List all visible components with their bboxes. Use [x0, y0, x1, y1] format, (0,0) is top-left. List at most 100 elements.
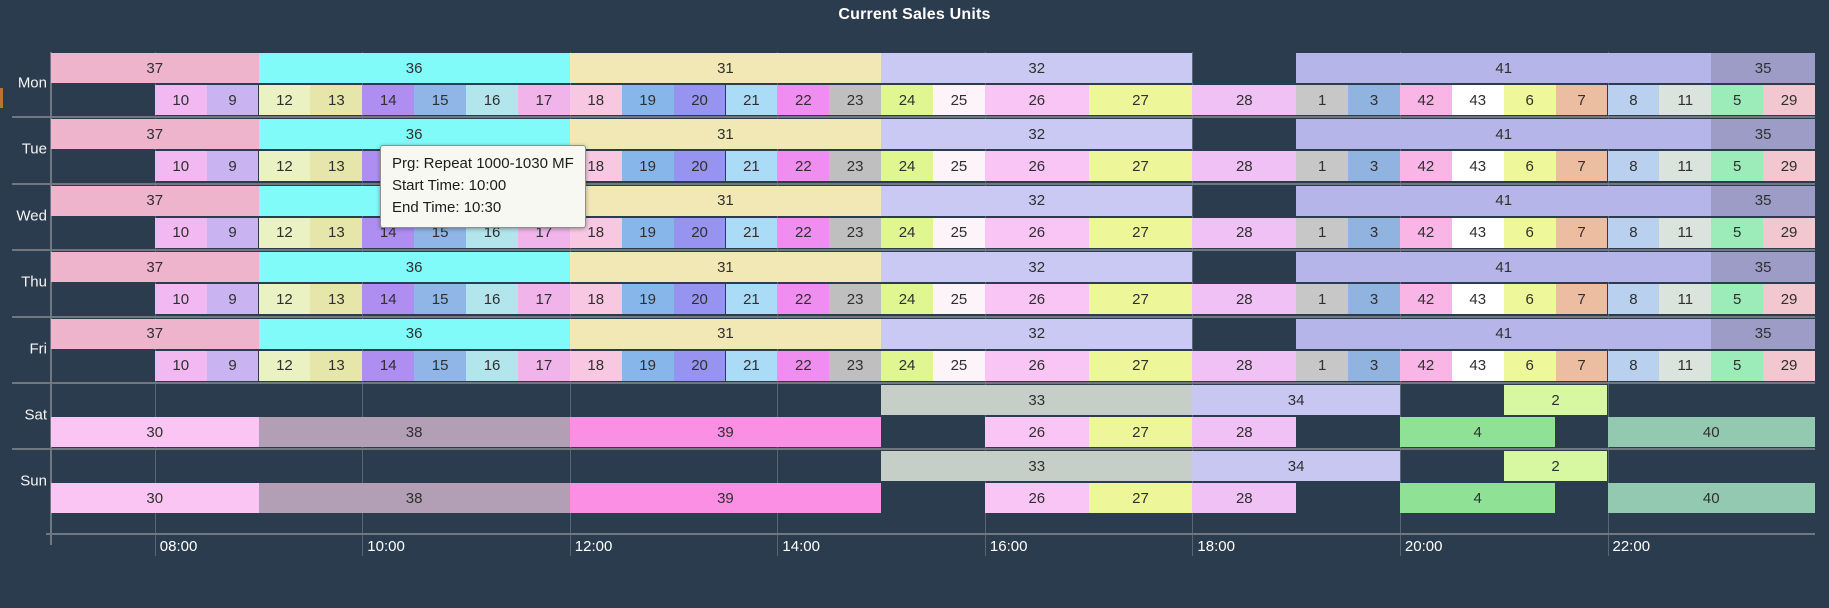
schedule-block[interactable]: 32 [881, 318, 1193, 349]
schedule-block[interactable]: 25 [933, 284, 985, 315]
schedule-block[interactable]: 36 [258, 252, 570, 283]
schedule-block[interactable]: 40 [1607, 417, 1815, 447]
schedule-block[interactable]: 37 [51, 185, 259, 216]
schedule-block[interactable]: 35 [1711, 53, 1815, 83]
schedule-block[interactable]: 41 [1296, 53, 1712, 83]
schedule-block[interactable]: 35 [1711, 185, 1815, 216]
schedule-block[interactable]: 12 [258, 284, 311, 315]
schedule-block[interactable]: 31 [569, 185, 882, 216]
schedule-block[interactable]: 6 [1503, 284, 1556, 315]
schedule-block[interactable]: 43 [1451, 217, 1504, 248]
schedule-block[interactable]: 21 [725, 217, 778, 248]
schedule-block[interactable]: 28 [1192, 417, 1297, 447]
schedule-block[interactable]: 10 [154, 350, 207, 381]
schedule-block[interactable]: 21 [725, 350, 778, 381]
schedule-block[interactable]: 2 [1503, 451, 1608, 482]
schedule-block[interactable]: 8 [1607, 151, 1660, 182]
schedule-block[interactable]: 43 [1451, 151, 1504, 182]
schedule-block[interactable]: 7 [1555, 217, 1608, 248]
schedule-block[interactable]: 1 [1296, 85, 1349, 115]
schedule-block[interactable]: 19 [621, 85, 674, 115]
schedule-block[interactable]: 43 [1451, 85, 1504, 115]
schedule-block[interactable]: 20 [673, 151, 726, 182]
schedule-block[interactable]: 43 [1451, 350, 1504, 381]
schedule-block[interactable]: 38 [258, 417, 570, 447]
schedule-block[interactable]: 26 [984, 284, 1089, 315]
schedule-block[interactable]: 3 [1348, 217, 1400, 248]
schedule-block[interactable]: 6 [1503, 350, 1556, 381]
schedule-block[interactable]: 10 [154, 151, 207, 182]
schedule-block[interactable]: 43 [1451, 284, 1504, 315]
schedule-block[interactable]: 8 [1607, 284, 1660, 315]
schedule-block[interactable]: 26 [984, 151, 1089, 182]
schedule-block[interactable]: 3 [1348, 85, 1400, 115]
schedule-block[interactable]: 14 [362, 350, 415, 381]
schedule-block[interactable]: 22 [777, 151, 830, 182]
schedule-block[interactable]: 35 [1711, 119, 1815, 150]
schedule-block[interactable]: 5 [1711, 217, 1764, 248]
schedule-block[interactable]: 25 [933, 350, 985, 381]
schedule-block[interactable]: 38 [258, 483, 570, 514]
schedule-block[interactable]: 27 [1088, 483, 1193, 514]
schedule-block[interactable]: 5 [1711, 350, 1764, 381]
schedule-block[interactable]: 41 [1296, 119, 1712, 150]
schedule-block[interactable]: 20 [673, 85, 726, 115]
schedule-block[interactable]: 22 [777, 350, 830, 381]
schedule-block[interactable]: 42 [1399, 284, 1452, 315]
schedule-block[interactable]: 5 [1711, 85, 1764, 115]
schedule-block[interactable]: 28 [1192, 217, 1297, 248]
schedule-block[interactable]: 30 [51, 483, 259, 514]
schedule-block[interactable]: 1 [1296, 217, 1349, 248]
schedule-block[interactable]: 17 [517, 85, 570, 115]
schedule-block[interactable]: 32 [881, 119, 1193, 150]
schedule-block[interactable]: 21 [725, 85, 778, 115]
schedule-block[interactable]: 1 [1296, 350, 1349, 381]
schedule-block[interactable]: 18 [569, 350, 622, 381]
schedule-block[interactable]: 26 [984, 85, 1089, 115]
schedule-block[interactable]: 20 [673, 284, 726, 315]
schedule-block[interactable]: 36 [258, 53, 570, 83]
schedule-block[interactable]: 33 [881, 451, 1193, 482]
schedule-block[interactable]: 28 [1192, 284, 1297, 315]
schedule-block[interactable]: 37 [51, 252, 259, 283]
schedule-block[interactable]: 28 [1192, 151, 1297, 182]
schedule-block[interactable]: 21 [725, 284, 778, 315]
schedule-block[interactable]: 9 [206, 151, 259, 182]
schedule-block[interactable]: 27 [1088, 85, 1193, 115]
schedule-block[interactable]: 37 [51, 119, 259, 150]
schedule-block[interactable]: 11 [1659, 350, 1712, 381]
schedule-block[interactable]: 29 [1763, 350, 1815, 381]
schedule-block[interactable]: 11 [1659, 151, 1712, 182]
schedule-block[interactable]: 36 [258, 119, 570, 150]
schedule-block[interactable]: 13 [310, 217, 363, 248]
schedule-block[interactable]: 23 [829, 284, 882, 315]
schedule-block[interactable]: 28 [1192, 350, 1297, 381]
schedule-block[interactable]: 27 [1088, 350, 1193, 381]
schedule-block[interactable]: 8 [1607, 217, 1660, 248]
schedule-block[interactable]: 24 [881, 350, 933, 381]
schedule-block[interactable]: 37 [51, 53, 259, 83]
schedule-block[interactable]: 20 [673, 217, 726, 248]
schedule-block[interactable]: 6 [1503, 217, 1556, 248]
schedule-block[interactable]: 5 [1711, 151, 1764, 182]
schedule-block[interactable]: 29 [1763, 151, 1815, 182]
schedule-block[interactable]: 32 [881, 53, 1193, 83]
schedule-block[interactable]: 10 [154, 85, 207, 115]
schedule-block[interactable]: 7 [1555, 151, 1608, 182]
schedule-block[interactable]: 32 [881, 252, 1193, 283]
schedule-block[interactable]: 3 [1348, 350, 1400, 381]
schedule-block[interactable]: 23 [829, 350, 882, 381]
schedule-block[interactable]: 31 [569, 119, 882, 150]
schedule-block[interactable]: 41 [1296, 318, 1712, 349]
schedule-block[interactable]: 42 [1399, 151, 1452, 182]
schedule-block[interactable]: 29 [1763, 284, 1815, 315]
schedule-block[interactable]: 7 [1555, 284, 1608, 315]
schedule-block[interactable]: 26 [984, 483, 1089, 514]
schedule-block[interactable]: 33 [881, 385, 1193, 415]
schedule-block[interactable]: 15 [414, 85, 467, 115]
schedule-block[interactable]: 25 [933, 85, 985, 115]
schedule-block[interactable]: 16 [466, 85, 518, 115]
schedule-block[interactable]: 16 [466, 284, 518, 315]
schedule-block[interactable]: 6 [1503, 85, 1556, 115]
schedule-block[interactable]: 28 [1192, 483, 1297, 514]
